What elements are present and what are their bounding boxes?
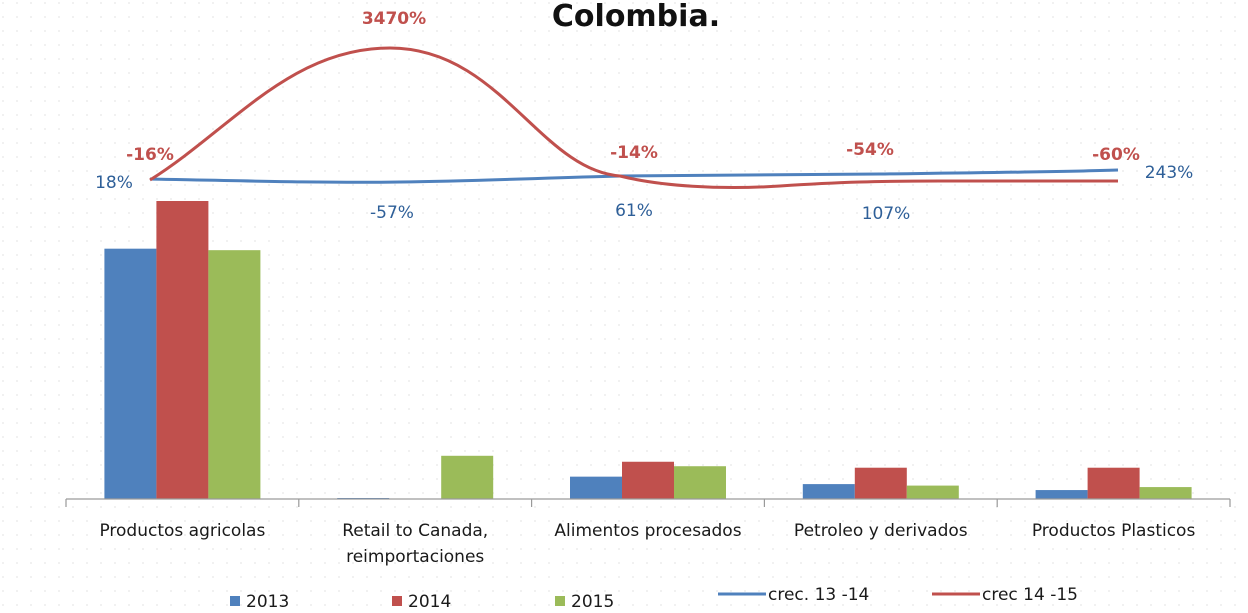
category-label-0: Productos agricolas: [99, 521, 265, 541]
label-crec13-14-4: 243%: [1145, 163, 1194, 183]
bar-2015-0: [208, 250, 261, 499]
label-crec14-15-1: 3470%: [362, 9, 426, 29]
bar-2015-3: [906, 485, 959, 499]
label-crec14-15-4: -60%: [1092, 145, 1140, 165]
category-label-2: Alimentos procesados: [554, 521, 741, 541]
label-crec13-14-2: 61%: [615, 201, 653, 221]
legend-swatch-2013: [230, 596, 240, 606]
label-crec14-15-3: -54%: [846, 140, 894, 160]
bar-2014-0: [156, 201, 209, 499]
bar-2013-0: [104, 248, 157, 499]
category-labels: Productos agricolas Retail to Canada, reim…: [99, 521, 1195, 567]
label-crec14-15-2: -14%: [610, 143, 658, 163]
legend-swatch-2014: [392, 596, 402, 606]
category-label-1: Retail to Canada, reimportaciones: [342, 521, 488, 567]
category-label-3: Petroleo y derivados: [794, 521, 968, 541]
label-crec13-14-1: -57%: [370, 203, 414, 223]
bar-2015-1: [441, 455, 494, 499]
legend-line-label-0: crec. 13 -14: [768, 585, 869, 605]
bar-2013-2: [570, 476, 622, 499]
bar-2013-3: [802, 484, 855, 499]
legend: 2013 2014 2015 crec. 13 -14 crec 14 -15: [230, 585, 1078, 612]
bar-2013-4: [1035, 490, 1088, 499]
label-crec14-15-0: -16%: [126, 145, 174, 165]
x-axis-ticks: [65, 499, 1231, 507]
bar-layer: [104, 201, 1192, 499]
legend-label-2013: 2013: [246, 592, 289, 612]
bar-2014-4: [1087, 467, 1140, 499]
growth-line-1: [149, 46, 1118, 190]
label-crec13-14-3: 107%: [862, 204, 911, 224]
growth-lines: [149, 46, 1119, 190]
legend-label-2015: 2015: [571, 592, 614, 612]
bar-2014-3: [854, 467, 907, 499]
category-label-4: Productos Plasticos: [1032, 521, 1196, 541]
legend-label-2014: 2014: [408, 592, 451, 612]
bar-2015-2: [674, 466, 726, 499]
bar-2015-4: [1139, 487, 1192, 499]
legend-swatch-2015: [555, 596, 565, 606]
bar-2014-2: [622, 461, 674, 499]
legend-line-label-1: crec 14 -15: [982, 585, 1078, 605]
growth-labels: 18% -57% 61% 107% 243% -16% 3470% -14% -54% -60%: [95, 9, 1193, 224]
label-crec13-14-0: 18%: [95, 173, 133, 193]
chart-title: Colombia.: [552, 0, 720, 34]
